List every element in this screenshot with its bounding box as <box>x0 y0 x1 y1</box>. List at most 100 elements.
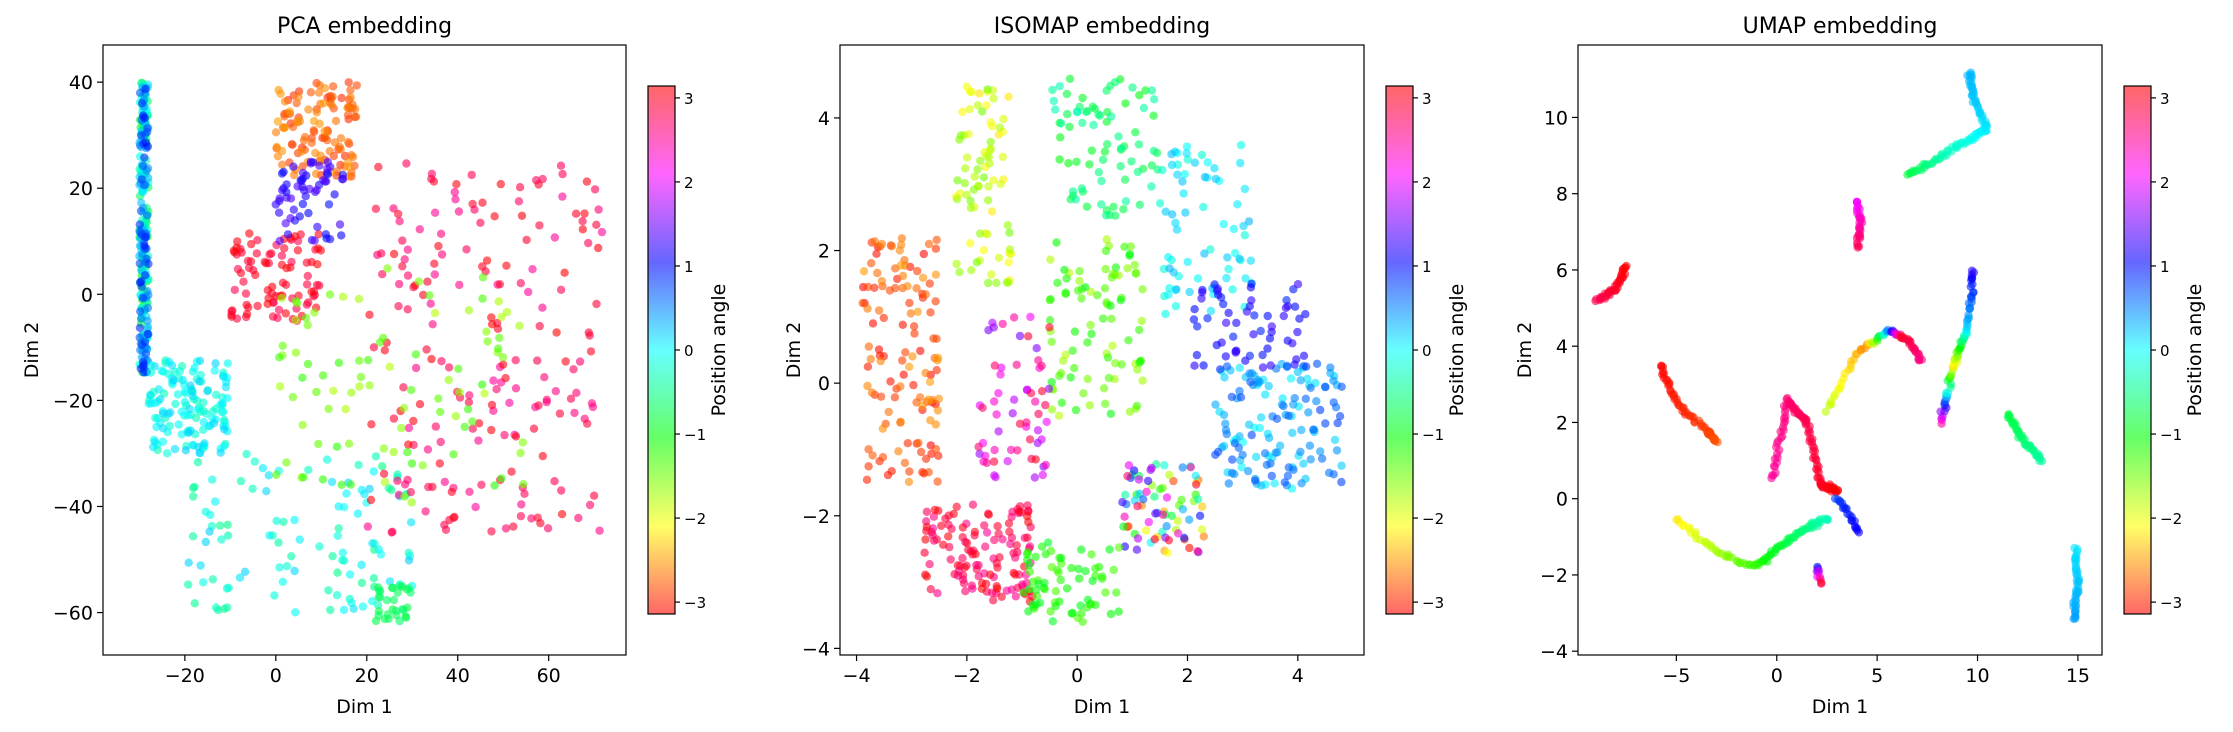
y-tick-label: 20 <box>69 178 93 200</box>
data-point <box>991 473 1000 482</box>
data-point <box>1106 609 1116 619</box>
data-point <box>346 85 355 95</box>
data-point <box>1107 314 1116 323</box>
data-point <box>1058 356 1068 365</box>
data-point <box>575 357 585 366</box>
x-tick-label: 2 <box>1181 665 1193 687</box>
data-point <box>958 554 967 563</box>
data-point <box>520 489 529 498</box>
data-point <box>580 209 589 218</box>
data-point <box>1139 103 1149 113</box>
data-point <box>289 205 298 214</box>
data-point <box>476 218 485 227</box>
data-point <box>939 540 948 549</box>
data-point <box>863 381 872 391</box>
data-point <box>1190 158 1200 167</box>
data-point <box>136 206 146 216</box>
data-point <box>219 372 228 381</box>
data-point <box>181 446 191 455</box>
data-point <box>288 392 298 402</box>
data-point <box>369 343 379 352</box>
data-point <box>558 169 567 179</box>
data-point <box>1011 570 1020 579</box>
data-point <box>320 84 330 93</box>
data-point <box>921 454 931 463</box>
data-point <box>1030 473 1040 482</box>
data-point <box>251 270 260 280</box>
data-point <box>1316 405 1325 415</box>
data-point <box>140 232 150 242</box>
data-point <box>343 110 353 120</box>
data-point <box>399 403 409 413</box>
data-point <box>1101 588 1110 597</box>
colorbar-tick-label: −1 <box>684 426 706 444</box>
data-point <box>190 482 199 492</box>
data-point <box>1103 353 1113 362</box>
data-point <box>1048 617 1058 626</box>
data-point <box>1182 149 1191 158</box>
data-point <box>1104 373 1114 383</box>
data-point <box>391 606 400 616</box>
data-point <box>592 220 601 229</box>
data-point <box>950 570 959 579</box>
data-point <box>1240 184 1250 194</box>
data-point <box>1101 246 1111 256</box>
data-point <box>314 230 323 239</box>
data-point <box>973 101 983 110</box>
data-point <box>1193 495 1203 504</box>
data-point <box>272 470 281 479</box>
data-point <box>333 531 342 540</box>
data-point <box>1045 316 1055 325</box>
data-point <box>140 113 149 123</box>
data-point <box>436 407 445 417</box>
data-point <box>300 132 310 142</box>
data-point <box>353 509 363 518</box>
data-point <box>1041 550 1050 559</box>
data-point <box>1203 158 1212 167</box>
y-tick-label: 4 <box>1556 336 1568 358</box>
data-point <box>1141 526 1151 535</box>
data-point <box>298 420 307 430</box>
data-point <box>144 173 153 183</box>
data-point <box>884 407 893 417</box>
data-point <box>339 605 349 615</box>
data-point <box>184 428 193 437</box>
data-point <box>184 558 193 567</box>
data-point <box>1147 86 1157 95</box>
data-point <box>1288 339 1297 348</box>
data-point <box>324 586 333 595</box>
data-point <box>1329 398 1338 407</box>
data-point <box>1031 552 1040 562</box>
data-point <box>933 406 943 415</box>
data-point <box>465 487 474 496</box>
data-point <box>1333 418 1342 428</box>
data-point <box>1231 348 1241 357</box>
data-point <box>1173 170 1182 179</box>
colorbar-tick-label: 3 <box>1422 90 1432 108</box>
data-point <box>1074 564 1083 574</box>
x-tick-label: −4 <box>843 665 871 687</box>
data-point <box>208 575 217 584</box>
data-point <box>177 407 186 416</box>
data-point <box>399 383 408 392</box>
data-point <box>1078 93 1087 103</box>
data-point <box>1023 332 1033 341</box>
data-point <box>1007 512 1016 522</box>
data-point <box>1103 140 1112 149</box>
data-point <box>140 241 149 250</box>
data-point <box>1015 507 1024 516</box>
data-point <box>1123 471 1132 481</box>
data-point <box>1172 225 1182 234</box>
data-point <box>1004 519 1014 528</box>
data-point <box>1255 423 1265 433</box>
data-point <box>973 165 982 174</box>
data-point <box>1046 255 1055 264</box>
y-tick-label: 0 <box>1556 489 1568 511</box>
data-point <box>199 418 208 427</box>
colorbar-gradient <box>648 86 675 614</box>
data-point <box>245 229 254 238</box>
data-point <box>566 394 576 403</box>
data-point <box>407 385 416 395</box>
x-tick-label: 15 <box>2066 665 2090 687</box>
data-point <box>330 138 340 147</box>
